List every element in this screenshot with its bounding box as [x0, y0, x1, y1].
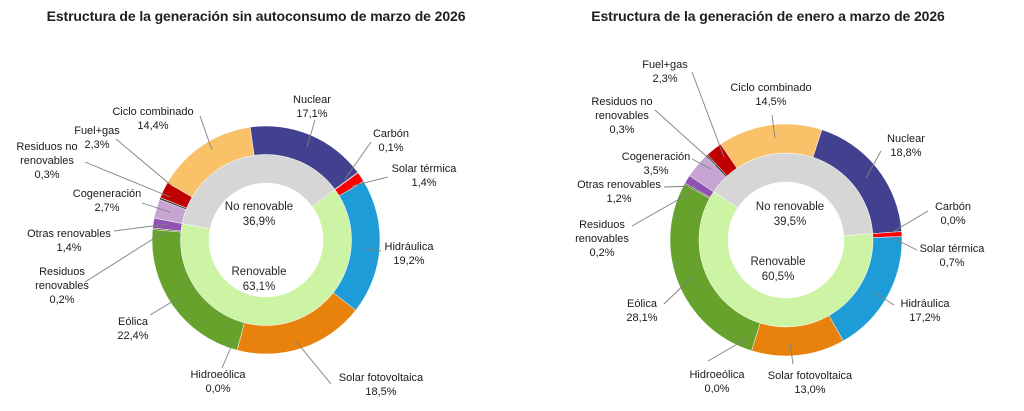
leader-line-solar-termica	[351, 176, 389, 187]
center-label-no-renovable: No renovable 36,9%	[225, 201, 293, 228]
donut-q1: Nuclear 18,8% Carbón 0,0% Solar térmica 0,7% H…	[575, 59, 985, 396]
label-solar-fotovoltaica: Solar fotovoltaica 13,0%	[768, 370, 853, 396]
label-fuel-gas: Fuel+gas 2,3%	[642, 59, 688, 85]
label-eolica: Eólica 28,1%	[626, 298, 657, 324]
center-label-renovable: Renovable 63,1%	[232, 266, 287, 293]
leader-line-eolica	[663, 277, 692, 305]
leader-line-eolica	[149, 296, 181, 316]
label-hidroeolica: Hidroeólica 0,0%	[190, 369, 246, 395]
leader-line-solar-fotovoltaica	[294, 339, 332, 385]
label-ciclo-combinado: Ciclo combinado 14,5%	[730, 82, 811, 108]
label-carbon: Carbón 0,0%	[935, 201, 971, 227]
label-hidraulica: Hidráulica 19,2%	[385, 241, 435, 267]
leader-line-cogeneracion	[141, 202, 171, 213]
leader-line-hidraulica	[365, 248, 382, 252]
label-otras-renovables: Otras renovables 1,4%	[27, 228, 111, 254]
chart-title-q1: Estructura de la generación de enero a m…	[591, 8, 945, 24]
leader-line-nuclear	[865, 150, 882, 179]
leader-line-carbon	[890, 210, 929, 234]
label-hidroeolica: Hidroeólica 0,0%	[689, 369, 745, 395]
center-label-no-renovable: No renovable 39,5%	[756, 201, 824, 228]
leader-line-residuos-renovables	[84, 231, 165, 283]
leader-line-fuel-gas	[691, 71, 725, 158]
leader-line-fuel-gas	[115, 138, 173, 187]
leader-line-cogeneracion	[691, 158, 712, 170]
leader-line-otras-renovables	[663, 185, 697, 188]
leader-line-residuos-renovables	[631, 188, 698, 227]
label-solar-termica: Solar térmica 0,7%	[920, 243, 986, 269]
label-residuos-renovables: Residuos renovables 0,2%	[575, 219, 629, 259]
label-otras-renovables: Otras renovables 1,2%	[577, 179, 661, 205]
label-cogeneracion: Cogeneración 2,7%	[73, 188, 142, 214]
center-label-renovable: Renovable 60,5%	[751, 256, 806, 283]
leader-line-hidroeolica	[221, 339, 235, 369]
label-cogeneracion: Cogeneración 3,5%	[622, 151, 691, 177]
label-residuos-no-renovables: Residuos no renovables 0,3%	[591, 96, 652, 136]
label-residuos-renovables: Residuos renovables 0,2%	[35, 266, 89, 306]
label-solar-termica: Solar térmica 1,4%	[392, 163, 458, 189]
chart-title-march: Estructura de la generación sin autocons…	[46, 8, 466, 24]
label-hidraulica: Hidráulica 17,2%	[901, 298, 951, 324]
leader-line-hidraulica	[873, 291, 895, 306]
slice-ciclo-combinado	[720, 123, 823, 169]
leader-line-ciclo-combinado	[199, 115, 213, 151]
leader-line-ciclo-combinado	[771, 114, 776, 139]
leader-line-nuclear	[306, 119, 316, 148]
leader-line-carbon	[344, 141, 372, 180]
donut-march: Nuclear 17,1% Carbón 0,1% Solar térmica 1,4% H…	[16, 94, 457, 398]
leader-line-otras-renovables	[113, 223, 169, 232]
leader-line-residuos-no-renovables	[654, 109, 717, 166]
slice-ciclo-combinado	[167, 126, 255, 198]
label-nuclear: Nuclear 18,8%	[887, 133, 925, 159]
label-eolica: Eólica 22,4%	[117, 316, 148, 342]
label-ciclo-combinado: Ciclo combinado 14,4%	[112, 106, 193, 132]
leader-line-hidroeolica	[707, 338, 747, 362]
label-fuel-gas: Fuel+gas 2,3%	[74, 125, 120, 151]
label-residuos-no-renovables: Residuos no renovables 0,3%	[16, 141, 77, 181]
leader-line-solar-termica	[892, 237, 918, 251]
leader-line-solar-fotovoltaica	[789, 342, 794, 365]
label-solar-fotovoltaica: Solar fotovoltaica 18,5%	[339, 372, 424, 398]
leader-line-residuos-no-renovables	[84, 161, 171, 198]
label-carbon: Carbón 0,1%	[373, 128, 409, 154]
label-nuclear: Nuclear 17,1%	[293, 94, 331, 120]
